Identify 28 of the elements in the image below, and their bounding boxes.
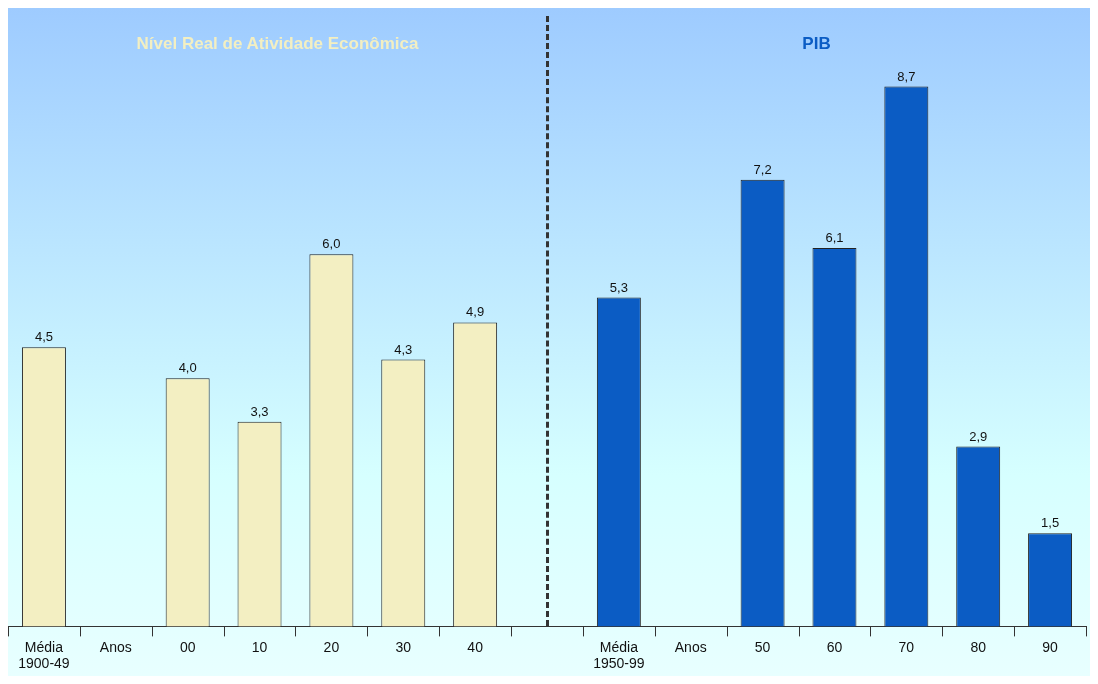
- data-label: 6,1: [825, 230, 844, 246]
- x-tick-label: 60: [826, 638, 843, 655]
- x-tick-label: 30: [395, 638, 412, 655]
- x-tick-label: Média 1900-49: [18, 638, 70, 672]
- x-tick-label: Média 1950-99: [593, 638, 645, 672]
- data-label: 6,0: [322, 236, 341, 252]
- x-tick-label: 90: [1042, 638, 1059, 655]
- x-tick-label: 70: [898, 638, 915, 655]
- x-tick-label: 10: [251, 638, 268, 655]
- x-tick-label: 40: [467, 638, 484, 655]
- x-tick-label: 00: [179, 638, 196, 655]
- data-label: 2,9: [969, 428, 988, 444]
- data-label: 4,0: [178, 360, 197, 376]
- x-tick-label: 80: [970, 638, 987, 655]
- data-label: 4,3: [394, 341, 413, 357]
- text: Nível Real de Atividade Econômica: [136, 33, 419, 53]
- text: PIB: [802, 33, 831, 53]
- x-tick-label: Anos: [99, 638, 132, 655]
- x-tick-label: Anos: [674, 638, 707, 655]
- x-tick-label: 50: [754, 638, 771, 655]
- data-label: 5,3: [609, 279, 628, 295]
- data-label: 8,7: [897, 68, 916, 84]
- data-label: 7,2: [753, 161, 772, 177]
- data-label: 1,5: [1041, 515, 1060, 531]
- data-label: 4,5: [34, 329, 53, 345]
- x-tick-label: 20: [323, 638, 340, 655]
- data-label: 4,9: [466, 304, 485, 320]
- data-label: 3,3: [250, 403, 269, 419]
